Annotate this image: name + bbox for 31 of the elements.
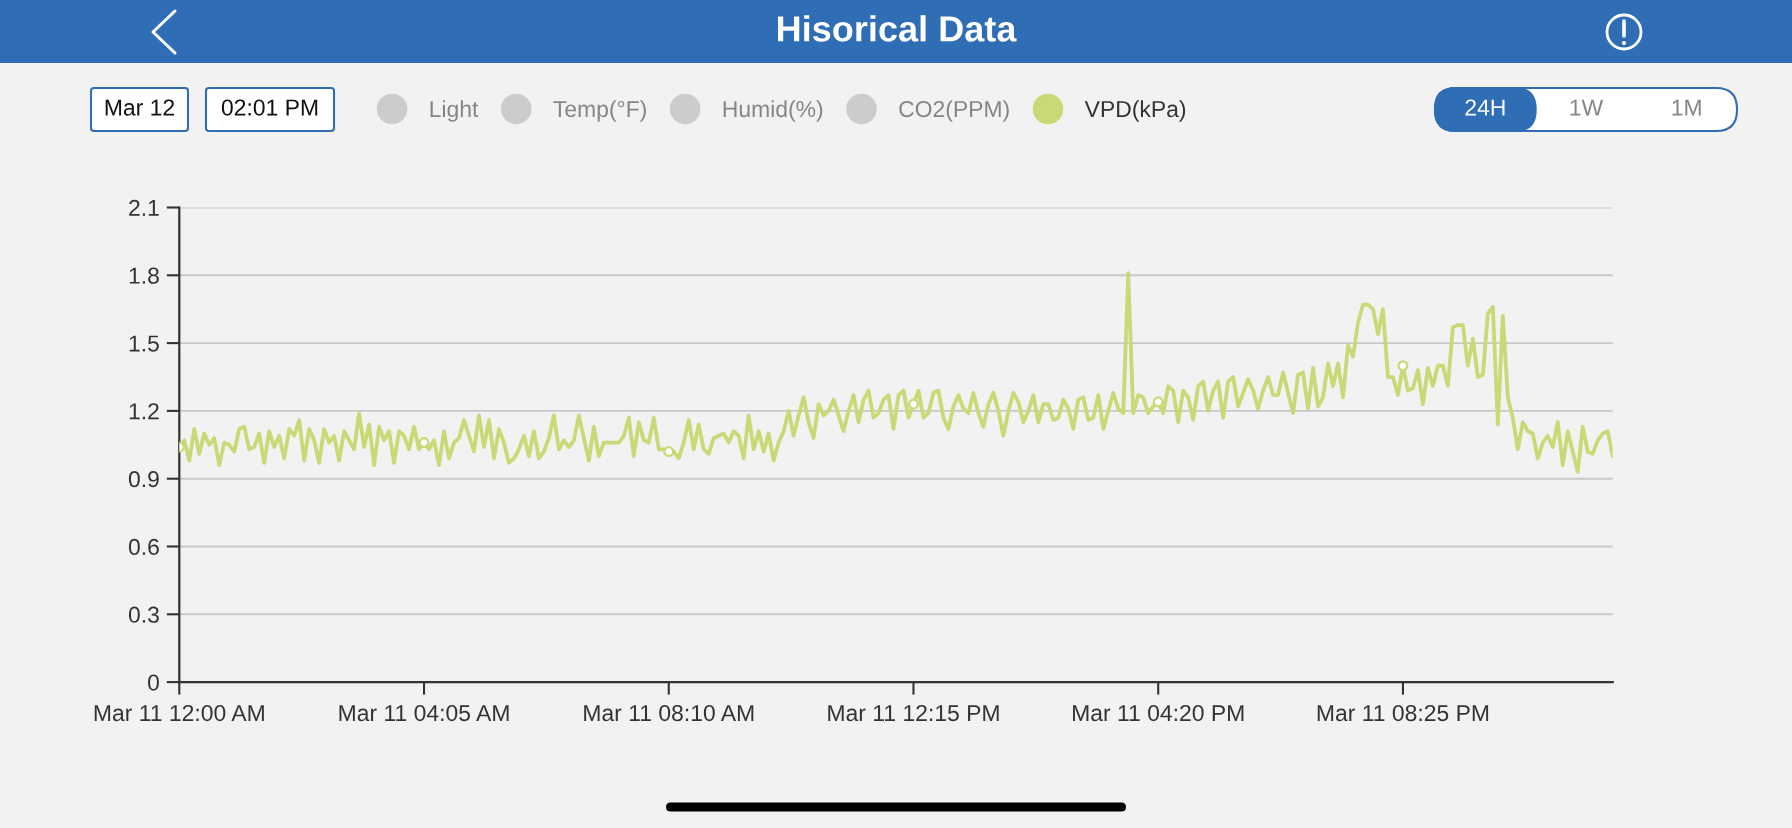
x-tick-label: Mar 11 08:25 PM: [1317, 704, 1489, 722]
text: 1W: [1570, 99, 1604, 116]
y-tick-label: 0.9: [128, 471, 159, 488]
legend-label: Light: [430, 100, 479, 122]
y-tick-label: 1.5: [129, 335, 159, 352]
legend-label: CO2(PPM): [899, 100, 1009, 122]
legend-label: Humid(%): [723, 100, 823, 122]
point: [663, 446, 675, 458]
y-tick-label: 1.8: [129, 267, 159, 284]
chart-title: Hisorical Data: [778, 15, 1017, 42]
point: [418, 437, 430, 449]
y-tick-label: 1.2: [129, 403, 159, 420]
legend-label: Temp(°F): [553, 100, 646, 122]
legend-label: VPD(kPa): [1084, 100, 1186, 122]
y-tick-label: 2.1: [129, 199, 159, 216]
point: [907, 398, 919, 410]
text: Mar 12: [105, 99, 175, 116]
x-tick-label: Mar 11 04:05 AM: [339, 704, 509, 722]
y-tick-label: 0.6: [128, 538, 159, 556]
point: [1152, 396, 1164, 408]
text: 1M: [1672, 99, 1701, 116]
point: [1397, 360, 1409, 372]
text: 02:01 PM: [221, 99, 318, 116]
x-tick-label: Mar 11 12:00 AM: [94, 704, 264, 722]
y-tick-label: 0: [148, 674, 159, 691]
x-tick-label: Mar 11 12:15 PM: [828, 704, 999, 722]
x-tick-label: Mar 11 08:10 AM: [584, 704, 754, 722]
y-tick-label: 0.3: [128, 606, 159, 623]
line-series: [179, 271, 1613, 474]
x-tick-label: Mar 11 04:20 PM: [1073, 704, 1244, 722]
text: 24H: [1465, 99, 1505, 116]
